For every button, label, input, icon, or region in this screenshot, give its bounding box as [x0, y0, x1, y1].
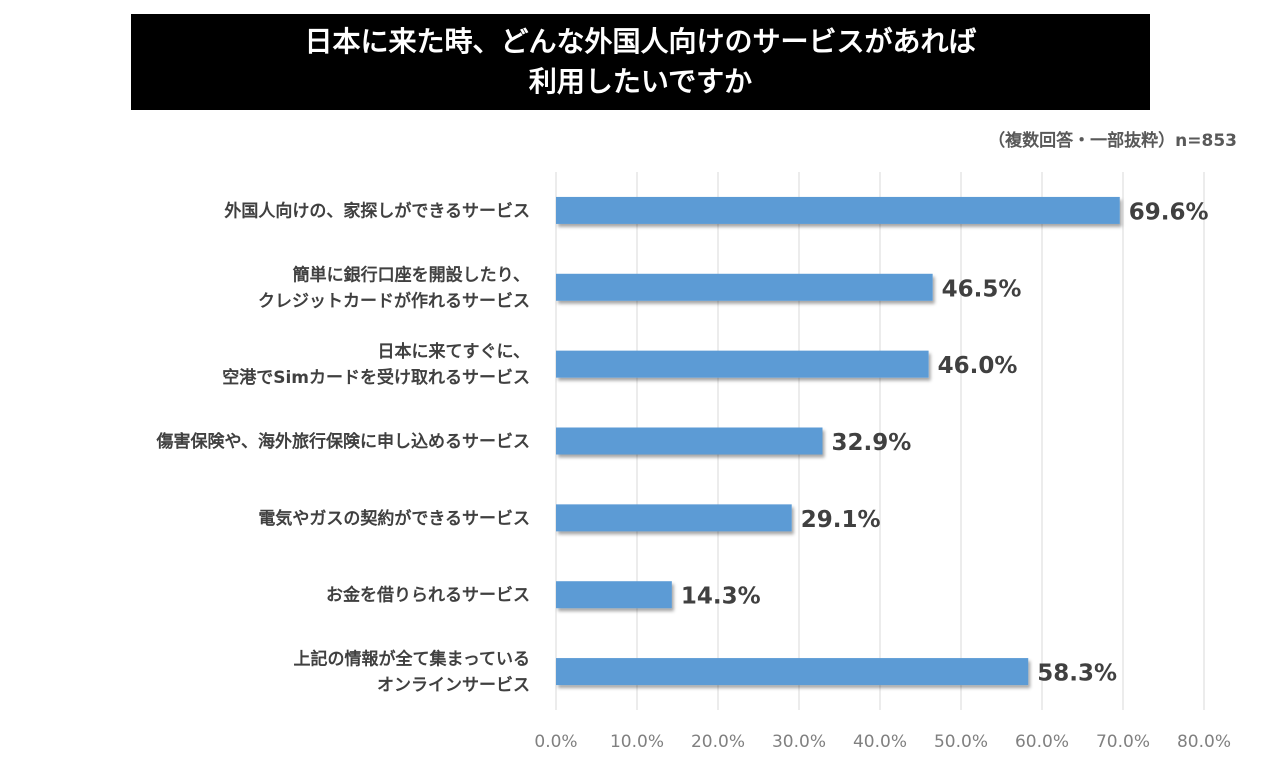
category-label: 空港でSimカードを受け取れるサービス	[222, 367, 530, 388]
category-label: 上記の情報が全て集まっている	[294, 649, 530, 670]
x-tick-label: 80.0%	[1177, 732, 1231, 752]
x-tick-label: 50.0%	[934, 732, 988, 752]
x-tick-label: 10.0%	[610, 732, 664, 752]
value-label: 46.5%	[942, 276, 1022, 302]
bar	[556, 350, 929, 378]
value-label: 58.3%	[1037, 661, 1117, 687]
bar	[556, 504, 792, 532]
bar	[556, 273, 933, 301]
category-label: オンラインサービス	[377, 676, 530, 696]
category-label: クレジットカードが作れるサービス	[258, 290, 530, 311]
value-label: 29.1%	[801, 507, 881, 533]
category-label: 日本に来てすぐに、	[378, 341, 531, 362]
x-tick-label: 20.0%	[691, 732, 745, 752]
x-tick-label: 60.0%	[1015, 732, 1069, 752]
category-label: お金を借りられるサービス	[326, 585, 530, 606]
labels: 0.0% 10.0% 20.0% 30.0% 40.0% 50.0% 60.0% 70.0% 8…	[156, 199, 1232, 752]
chart-title: 日本に来た時、どんな外国人向けのサービスがあれば 利用したいですか	[131, 14, 1150, 110]
category-label: 傷害保険や、海外旅行保険に申し込めるサービス	[156, 431, 531, 452]
sample-note: （複数回答・一部抜粋）n=853	[988, 131, 1237, 151]
x-tick-label: 70.0%	[1096, 732, 1150, 752]
category-label: 簡単に銀行口座を開設したり、	[292, 264, 530, 285]
bar	[556, 658, 1029, 686]
x-tick-label: 30.0%	[772, 732, 826, 752]
bar	[556, 581, 672, 609]
value-label: 69.6%	[1129, 199, 1209, 225]
value-label: 14.3%	[681, 584, 761, 610]
bar	[556, 196, 1120, 224]
value-label: 46.0%	[938, 353, 1018, 379]
chart-title-line1: 日本に来た時、どんな外国人向けのサービスがあれば	[304, 25, 977, 58]
x-tick-label: 40.0%	[853, 732, 907, 752]
value-label: 32.9%	[831, 430, 911, 456]
bars	[556, 196, 1120, 686]
category-label: 電気やガスの契約ができるサービス	[258, 508, 530, 529]
x-tick-label: 0.0%	[534, 732, 577, 752]
category-label: 外国人向けの、家探しができるサービス	[224, 200, 530, 221]
chart-title-line2: 利用したいですか	[528, 65, 753, 98]
bar	[556, 427, 823, 455]
